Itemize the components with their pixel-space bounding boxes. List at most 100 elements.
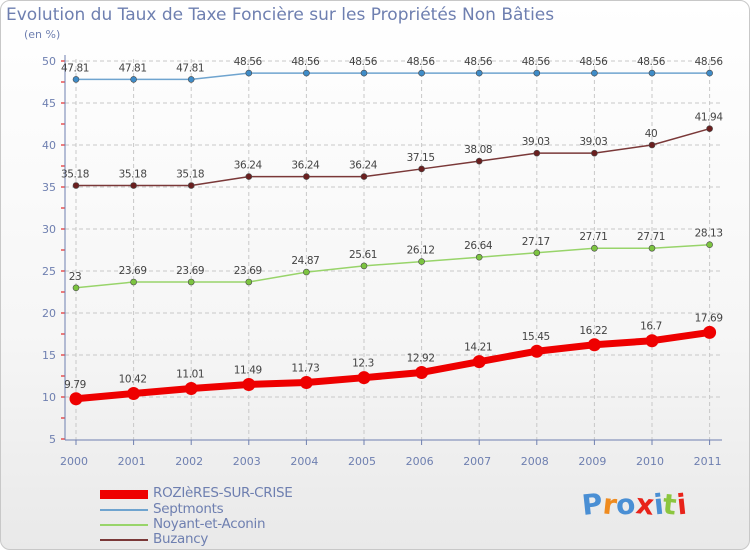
data-label: 27.71 <box>579 231 607 243</box>
data-point <box>360 69 368 77</box>
data-label: 38.08 <box>464 144 492 156</box>
legend-label-noyant: Noyant-et-Aconin <box>153 516 266 532</box>
data-point <box>703 325 717 339</box>
legend-label-rozieres: ROZIèRES-SUR-CRISE <box>153 485 293 501</box>
x-tick-label: 2003 <box>233 455 261 468</box>
x-tick-label: 2005 <box>348 455 376 468</box>
data-point <box>706 241 713 249</box>
data-point <box>245 278 253 286</box>
data-label: 48.56 <box>407 56 436 68</box>
legend-swatch-septmonts <box>100 509 148 511</box>
data-point <box>530 344 544 358</box>
data-point <box>475 69 483 77</box>
data-label: 27.71 <box>637 231 665 243</box>
y-tick-label: 20 <box>42 307 56 320</box>
data-point <box>415 365 429 379</box>
y-tick-label: 45 <box>42 97 56 110</box>
data-point <box>475 157 483 165</box>
data-label: 36.24 <box>234 160 263 172</box>
data-label: 39.03 <box>522 136 550 148</box>
data-label: 25.61 <box>349 249 377 261</box>
data-point <box>360 173 368 180</box>
data-point <box>127 386 141 400</box>
data-point <box>130 278 137 286</box>
data-label: 11.01 <box>176 369 204 381</box>
data-point <box>591 69 598 77</box>
legend-label-buzancy: Buzancy <box>153 531 209 547</box>
data-label: 24.87 <box>291 255 319 267</box>
legend-item-septmonts[interactable]: Septmonts <box>100 501 360 518</box>
axes: 5 10 15 20 25 30 35 40 45 50 2000 2001 2002 2003 2004 2… <box>42 55 722 468</box>
data-point <box>706 69 713 77</box>
data-label: 36.24 <box>291 160 320 172</box>
data-point <box>648 244 656 252</box>
legend-item-buzancy[interactable]: Buzancy <box>100 531 360 548</box>
data-label: 48.56 <box>695 56 724 68</box>
data-label: 14.21 <box>464 342 492 354</box>
data-label: 48.56 <box>349 56 378 68</box>
x-tick-label: 2001 <box>118 455 146 468</box>
y-tick-label: 35 <box>42 181 56 194</box>
data-point <box>357 371 371 385</box>
data-label: 9.79 <box>64 379 86 391</box>
data-labels: 47.81 47.81 47.81 48.56 48.56 48.56 48.56 48.56… <box>61 56 724 391</box>
data-point <box>303 268 310 276</box>
data-point <box>303 69 310 77</box>
x-tick-label: 2010 <box>636 455 664 468</box>
data-point <box>533 249 541 257</box>
data-label: 27.17 <box>522 236 550 248</box>
y-tick-label: 10 <box>42 391 56 404</box>
y-tick-label: 25 <box>42 265 56 278</box>
data-point <box>245 173 253 180</box>
data-label: 48.56 <box>234 56 263 68</box>
data-point <box>706 125 713 133</box>
data-point <box>299 375 313 389</box>
data-point <box>591 244 598 252</box>
series-line-3 <box>75 127 711 187</box>
data-label: 23.69 <box>176 265 204 277</box>
data-label: 11.49 <box>234 364 262 376</box>
chart-title: Evolution du Taux de Taxe Foncière sur l… <box>6 5 555 25</box>
data-point <box>72 76 80 83</box>
data-label: 40 <box>645 128 658 140</box>
data-label: 47.81 <box>176 62 204 74</box>
x-tick-label: 2008 <box>521 455 549 468</box>
proxiti-logo: Proxiti <box>580 487 688 522</box>
y-tick-label: 50 <box>42 55 56 68</box>
data-point <box>245 69 253 77</box>
legend-item-rozieres[interactable]: ROZIèRES-SUR-CRISE <box>100 485 360 502</box>
data-label: 47.81 <box>61 62 89 74</box>
data-label: 48.56 <box>291 56 320 68</box>
data-point <box>418 258 425 265</box>
series-line-1 <box>75 72 711 81</box>
data-label: 17.69 <box>695 312 723 324</box>
x-tick-label: 2011 <box>694 455 722 468</box>
data-label: 23.69 <box>119 265 147 277</box>
data-label: 10.42 <box>119 373 147 385</box>
data-point <box>418 165 425 173</box>
data-label: 35.18 <box>176 168 204 180</box>
data-point <box>184 382 198 396</box>
data-point <box>187 182 195 189</box>
legend-swatch-rozieres <box>100 490 148 499</box>
data-point <box>72 284 80 292</box>
y-tick-label: 15 <box>42 349 56 362</box>
legend-item-noyant[interactable]: Noyant-et-Aconin <box>100 516 360 533</box>
legend-swatch-buzancy <box>100 539 148 541</box>
data-label: 48.56 <box>464 56 493 68</box>
grid-lines <box>65 59 722 440</box>
data-point <box>69 392 83 406</box>
data-label: 39.03 <box>579 136 607 148</box>
data-point <box>645 334 659 348</box>
series-lines <box>69 69 717 406</box>
data-label: 48.56 <box>637 56 666 68</box>
data-point <box>533 69 541 77</box>
data-point <box>472 355 486 369</box>
y-tick-label: 30 <box>42 223 56 236</box>
x-tick-label: 2004 <box>290 455 318 468</box>
data-label: 12.92 <box>407 352 435 364</box>
data-label: 28.13 <box>695 228 723 240</box>
data-label: 26.64 <box>464 240 493 252</box>
